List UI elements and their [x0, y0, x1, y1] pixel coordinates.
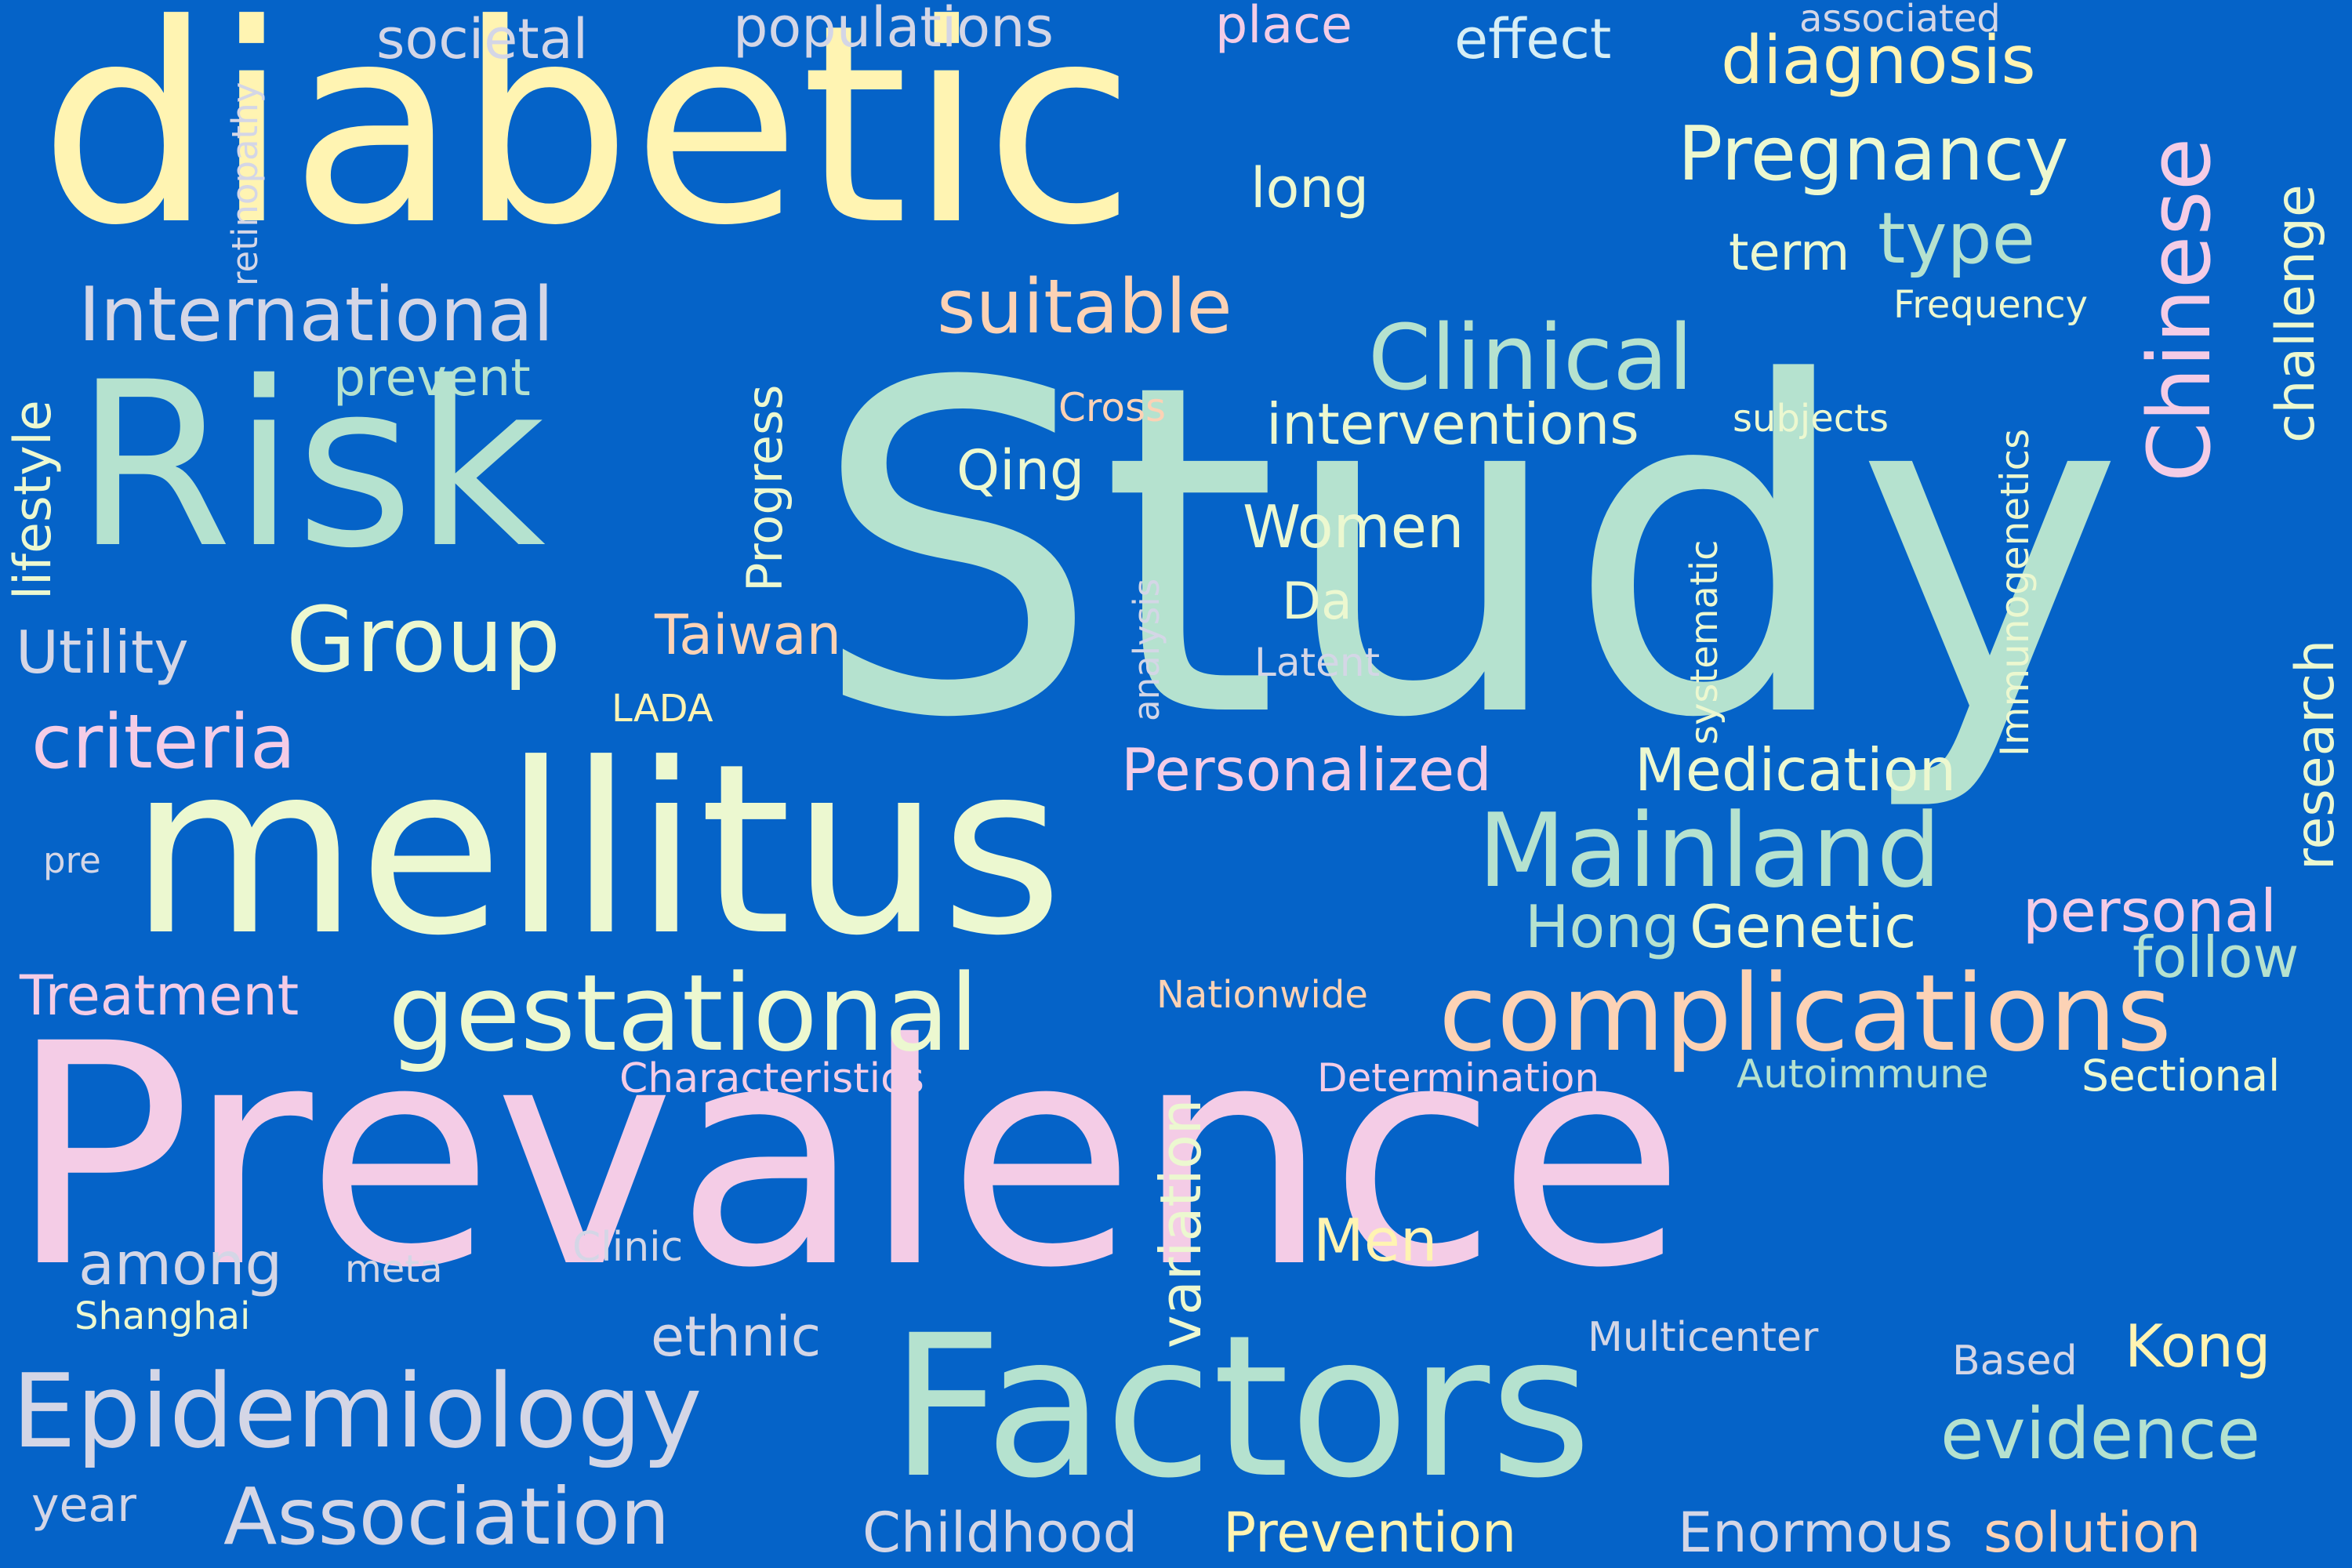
- word-long: long: [1250, 156, 1370, 220]
- word-utility: Utility: [16, 618, 189, 687]
- word-shanghai: Shanghai: [74, 1294, 251, 1338]
- word-hong: Hong: [1525, 892, 1680, 961]
- word-challenge: challenge: [2265, 184, 2327, 443]
- word-based: Based: [1952, 1338, 2078, 1385]
- word-term: term: [1729, 223, 1850, 282]
- word-childhood: Childhood: [862, 1501, 1138, 1565]
- word-epidemiology: Epidemiology: [12, 1352, 702, 1471]
- word-criteria: criteria: [31, 699, 296, 786]
- word-diabetic: diabetic: [39, 0, 1136, 285]
- word-place: place: [1215, 0, 1352, 55]
- word-prevention: Prevention: [1223, 1501, 1517, 1565]
- word-sectional: Sectional: [2082, 1051, 2281, 1101]
- word-year: year: [31, 1478, 136, 1533]
- word-mainland: Mainland: [1478, 791, 1942, 910]
- word-immunogenetics: Immunogenetics: [1992, 428, 2038, 757]
- word-populations: populations: [733, 0, 1054, 60]
- word-factors: Factors: [890, 1293, 1592, 1521]
- word-effect: effect: [1454, 7, 1612, 71]
- word-follow: follow: [2132, 924, 2299, 990]
- word-analysis: analysis: [1126, 578, 1167, 721]
- word-meta: meta: [345, 1247, 443, 1291]
- word-variation: variation: [1148, 1098, 1214, 1348]
- word-clinic: Clinic: [572, 1224, 684, 1271]
- word-chinese: Chinese: [2129, 137, 2230, 482]
- word-frequency: Frequency: [1893, 283, 2088, 327]
- word-association: Association: [223, 1471, 670, 1563]
- word-diagnosis: diagnosis: [1721, 22, 2036, 100]
- word-nationwide: Nationwide: [1156, 973, 1368, 1017]
- word-study: Study: [811, 288, 2125, 817]
- word-mellitus: mellitus: [129, 713, 1063, 987]
- word-associated: associated: [1799, 0, 2001, 41]
- word-pre: pre: [43, 840, 101, 881]
- word-suitable: suitable: [937, 264, 1232, 350]
- word-prevalence: Prevalence: [8, 978, 1686, 1334]
- word-medication: Medication: [1635, 735, 1957, 804]
- word-autoimmune: Autoimmune: [1737, 1051, 1989, 1097]
- word-men: Men: [1313, 1206, 1438, 1275]
- word-personalized: Personalized: [1121, 735, 1492, 804]
- word-personal: personal: [2023, 877, 2277, 946]
- word-lada: LADA: [612, 687, 713, 731]
- word-genetic: Genetic: [1690, 892, 1917, 961]
- word-characteristics: Characteristics: [619, 1055, 924, 1102]
- word-research: research: [2285, 639, 2347, 870]
- word-prevent: prevent: [333, 349, 531, 408]
- word-clinical: Clinical: [1368, 306, 1693, 411]
- word-societal: societal: [376, 7, 589, 71]
- word-latent: Latent: [1254, 640, 1381, 685]
- word-women: Women: [1243, 492, 1465, 561]
- word-multicenter: Multicenter: [1588, 1314, 1819, 1361]
- word-group: Group: [286, 588, 561, 693]
- word-among: among: [78, 1229, 283, 1298]
- word-determination: Determination: [1317, 1055, 1600, 1101]
- word-solution: solution: [1984, 1501, 2201, 1565]
- word-gestational: gestational: [388, 952, 979, 1075]
- word-kong: Kong: [2125, 1312, 2271, 1381]
- word-da: Da: [1282, 572, 1352, 631]
- word-treatment: Treatment: [20, 964, 299, 1028]
- word-enormous: Enormous: [1678, 1501, 1953, 1565]
- word-cross: Cross: [1058, 385, 1167, 430]
- word-retinopathy: retinopathy: [224, 82, 266, 286]
- word-pregnancy: Pregnancy: [1678, 111, 2069, 198]
- word-ethnic: ethnic: [651, 1305, 822, 1369]
- word-progress: Progress: [736, 384, 793, 592]
- word-lifestyle: lifestyle: [4, 400, 63, 600]
- word-risk: Risk: [74, 334, 546, 598]
- word-subjects: subjects: [1733, 397, 1889, 441]
- word-qing: Qing: [956, 438, 1085, 503]
- word-complications: complications: [1439, 952, 2172, 1075]
- word-type: type: [1878, 198, 2036, 280]
- word-international: International: [78, 272, 554, 358]
- word-systematic: systematic: [1682, 539, 1726, 746]
- word-evidence: evidence: [1940, 1393, 2261, 1475]
- word-taiwan: Taiwan: [655, 603, 842, 667]
- word-interventions: interventions: [1266, 391, 1639, 457]
